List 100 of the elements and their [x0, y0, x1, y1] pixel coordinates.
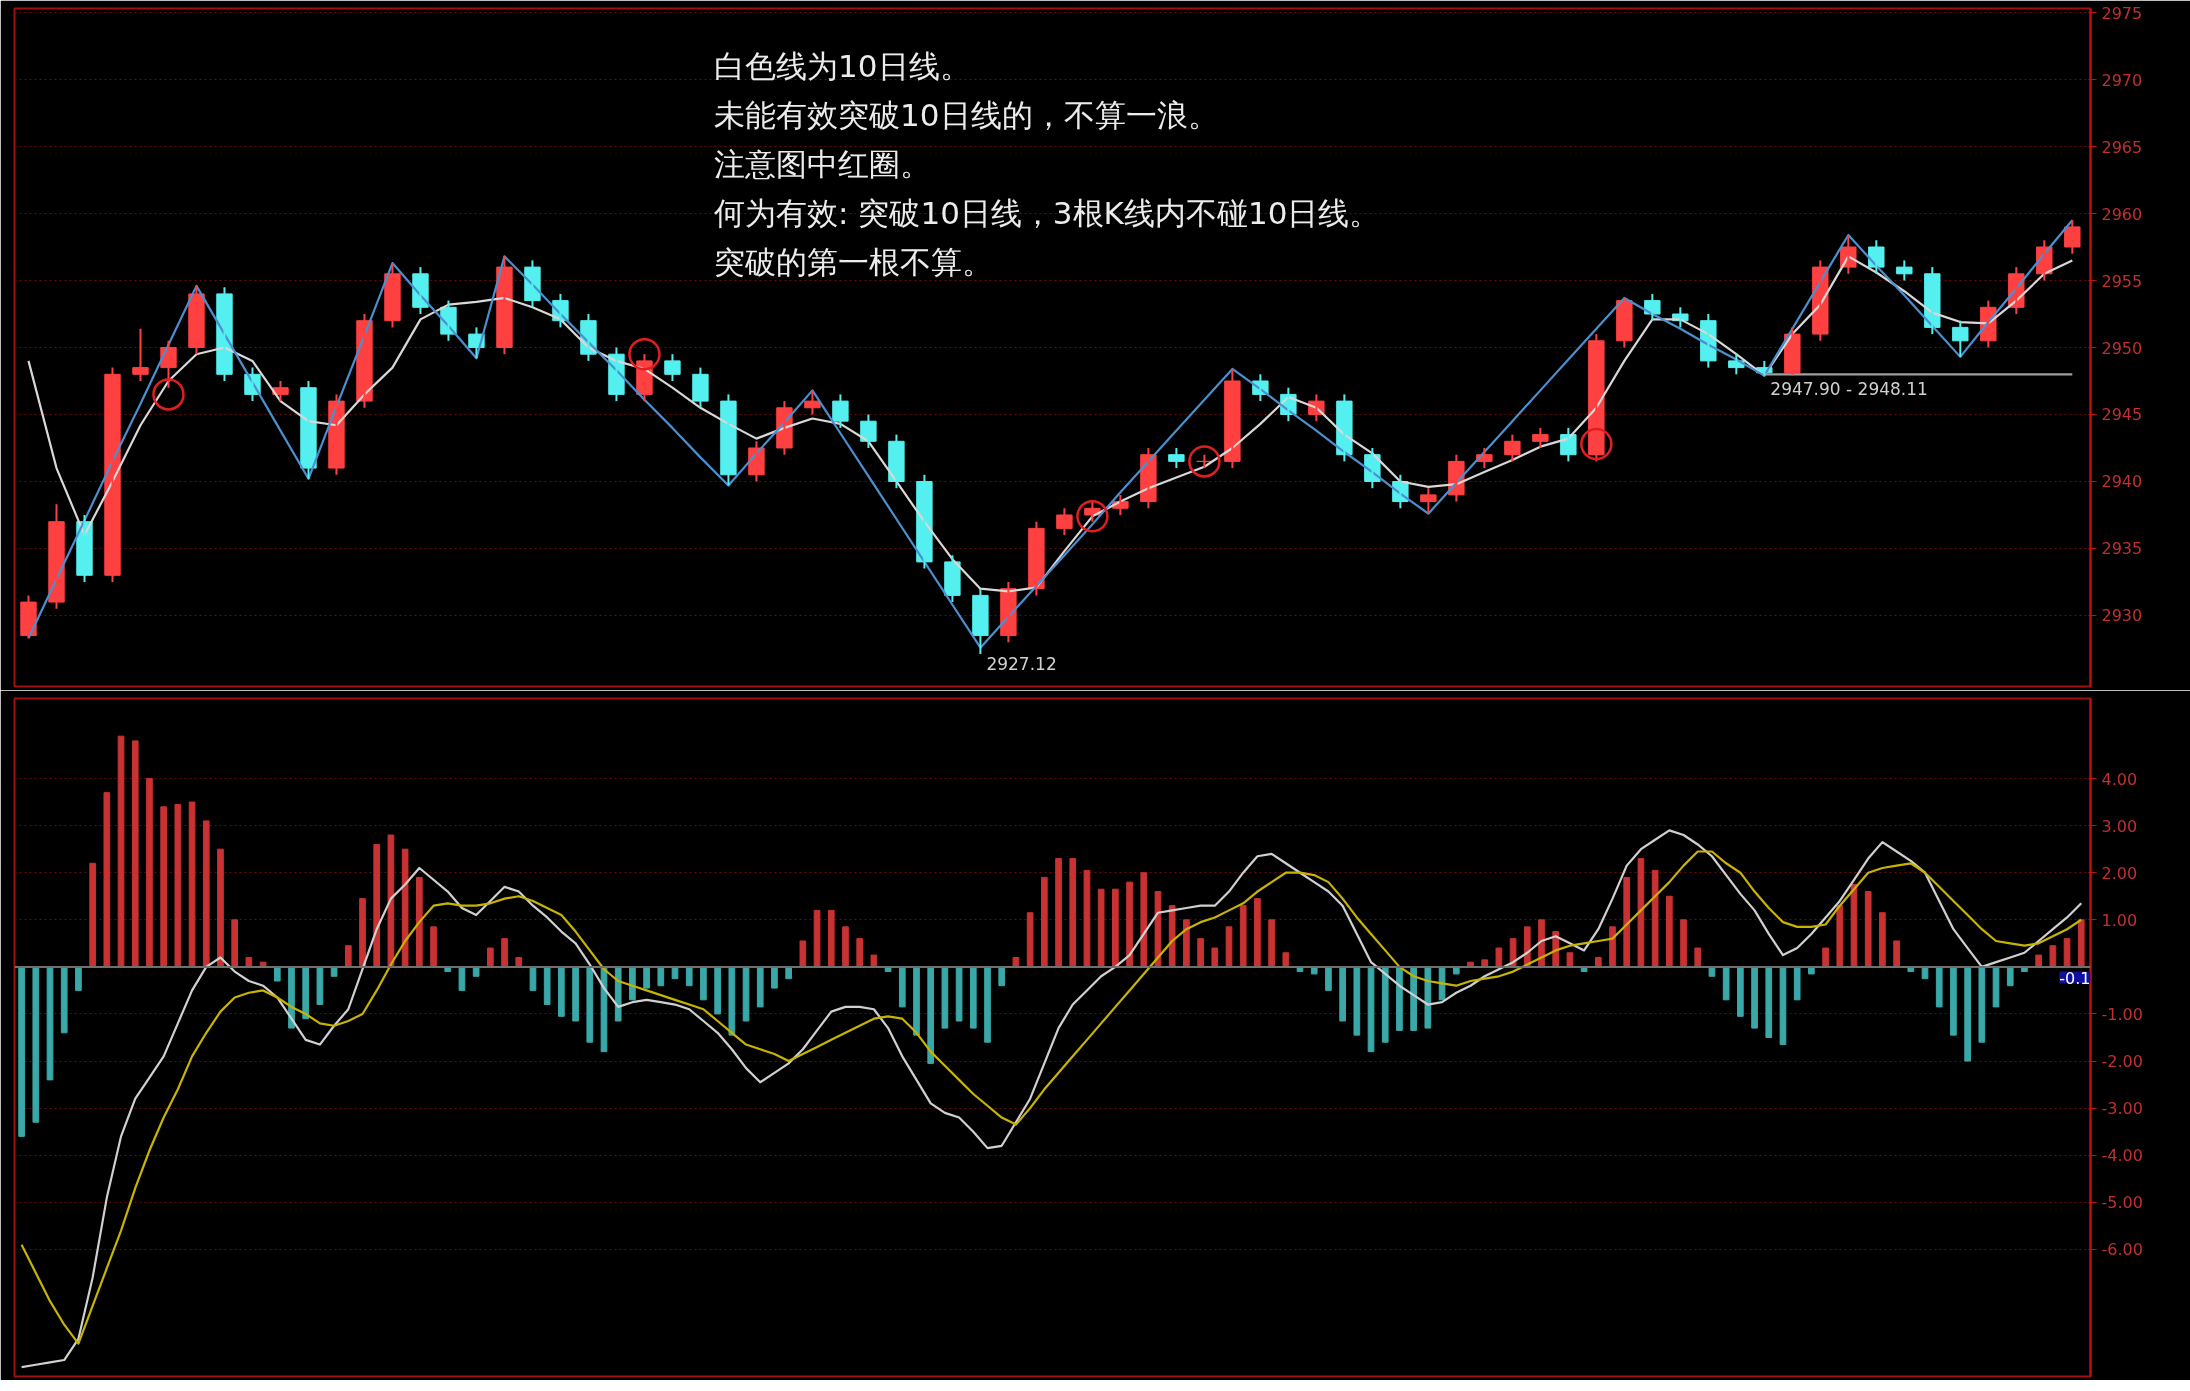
bar: [1651, 869, 1659, 968]
bar: [1495, 947, 1503, 968]
bar: [1353, 966, 1361, 1036]
bar: [1637, 858, 1645, 968]
bar: [1751, 966, 1758, 1029]
bar: [302, 966, 310, 1020]
annotation: -0.1: [2059, 968, 2091, 988]
bar: [2035, 954, 2042, 968]
bar: [1040, 876, 1048, 968]
bar: [742, 966, 750, 1022]
bar: [1069, 858, 1077, 968]
bar: [856, 938, 864, 968]
y-tick-label: 2945: [2101, 405, 2143, 425]
bar: [117, 735, 125, 968]
bar: [330, 966, 338, 977]
bar: [1282, 952, 1290, 968]
bar: [359, 898, 366, 968]
point: [152, 378, 185, 411]
bar: [969, 966, 977, 1029]
point: [1580, 427, 1613, 461]
candlestick: [1896, 259, 1913, 282]
bar: [1694, 947, 1702, 968]
bar: [1154, 891, 1162, 968]
candlestick: [1168, 446, 1185, 470]
bar: [870, 954, 878, 968]
bar: [1097, 888, 1105, 968]
y-tick-label: 2965: [2101, 137, 2143, 157]
bar: [1737, 966, 1744, 1017]
bar: [1822, 947, 1829, 968]
y-tick-label: 2935: [2101, 539, 2143, 559]
bar: [430, 926, 437, 968]
bar: [18, 966, 25, 1137]
bar: [1950, 966, 1957, 1036]
bar: [32, 966, 40, 1123]
bar: [1126, 881, 1133, 968]
y-tick-label: 4.00: [2101, 769, 2138, 789]
y-tick-label: 2940: [2101, 472, 2143, 492]
bar: [799, 940, 807, 968]
bar: [1026, 912, 1034, 968]
bar: [89, 862, 96, 968]
bar: [671, 966, 679, 980]
annotation: 未能有效突破10日线的，不算一浪。: [714, 97, 1219, 134]
bar: [785, 966, 792, 980]
bar: [1594, 956, 1602, 968]
bar: [927, 966, 935, 1064]
bar: [1680, 919, 1687, 968]
bar: [1623, 876, 1631, 968]
bar: [1381, 966, 1389, 1043]
bar: [955, 966, 963, 1022]
bar: [1424, 966, 1432, 1029]
candlestick: [1420, 487, 1437, 515]
point: [1188, 445, 1221, 478]
bar: [60, 966, 68, 1034]
bar: [1396, 966, 1403, 1031]
bar: [898, 966, 906, 1008]
bar: [188, 801, 196, 968]
bar: [344, 945, 352, 968]
bar: [1183, 919, 1190, 968]
bar: [273, 966, 281, 982]
bar: [487, 947, 494, 968]
bar: [1254, 898, 1261, 968]
bar: [1012, 956, 1020, 968]
candlestick: [972, 587, 989, 656]
bar: [316, 966, 324, 1006]
y-tick-label: -6.00: [2101, 1240, 2143, 1260]
y-tick-label: -2.00: [2101, 1052, 2143, 1072]
bar: [1708, 966, 1716, 977]
bar: [572, 966, 579, 1022]
bar: [1964, 966, 1971, 1062]
annotation: 突破的第一根不算。: [714, 244, 994, 281]
bar: [685, 966, 693, 987]
bar: [2077, 919, 2085, 968]
bar: [1793, 966, 1801, 1001]
bar: [103, 792, 111, 968]
bar: [586, 966, 594, 1043]
candlestick: [1196, 453, 1213, 470]
y-tick-label: -1.00: [2101, 1004, 2143, 1024]
bar: [458, 966, 466, 991]
bar: [2006, 966, 2014, 987]
bar: [1055, 858, 1062, 968]
bar: [1367, 966, 1375, 1053]
bar: [1765, 966, 1773, 1038]
bar: [827, 909, 835, 968]
bar: [756, 966, 764, 1008]
bar: [1779, 966, 1787, 1046]
bar: [75, 966, 82, 991]
annotation: 2947.90 - 2948.11: [1770, 378, 1928, 399]
bar: [387, 834, 395, 968]
bar: [415, 876, 423, 968]
bar: [217, 848, 224, 968]
bar: [1864, 891, 1872, 968]
bar: [529, 966, 537, 991]
candlestick: [1532, 426, 1549, 449]
bar: [998, 966, 1006, 987]
candlestick: [2064, 219, 2081, 255]
bar: [1879, 912, 1886, 968]
bar: [174, 803, 182, 968]
annotation: 注意图中红圈。: [714, 146, 932, 183]
bar: [657, 966, 665, 987]
bar: [2063, 938, 2071, 968]
